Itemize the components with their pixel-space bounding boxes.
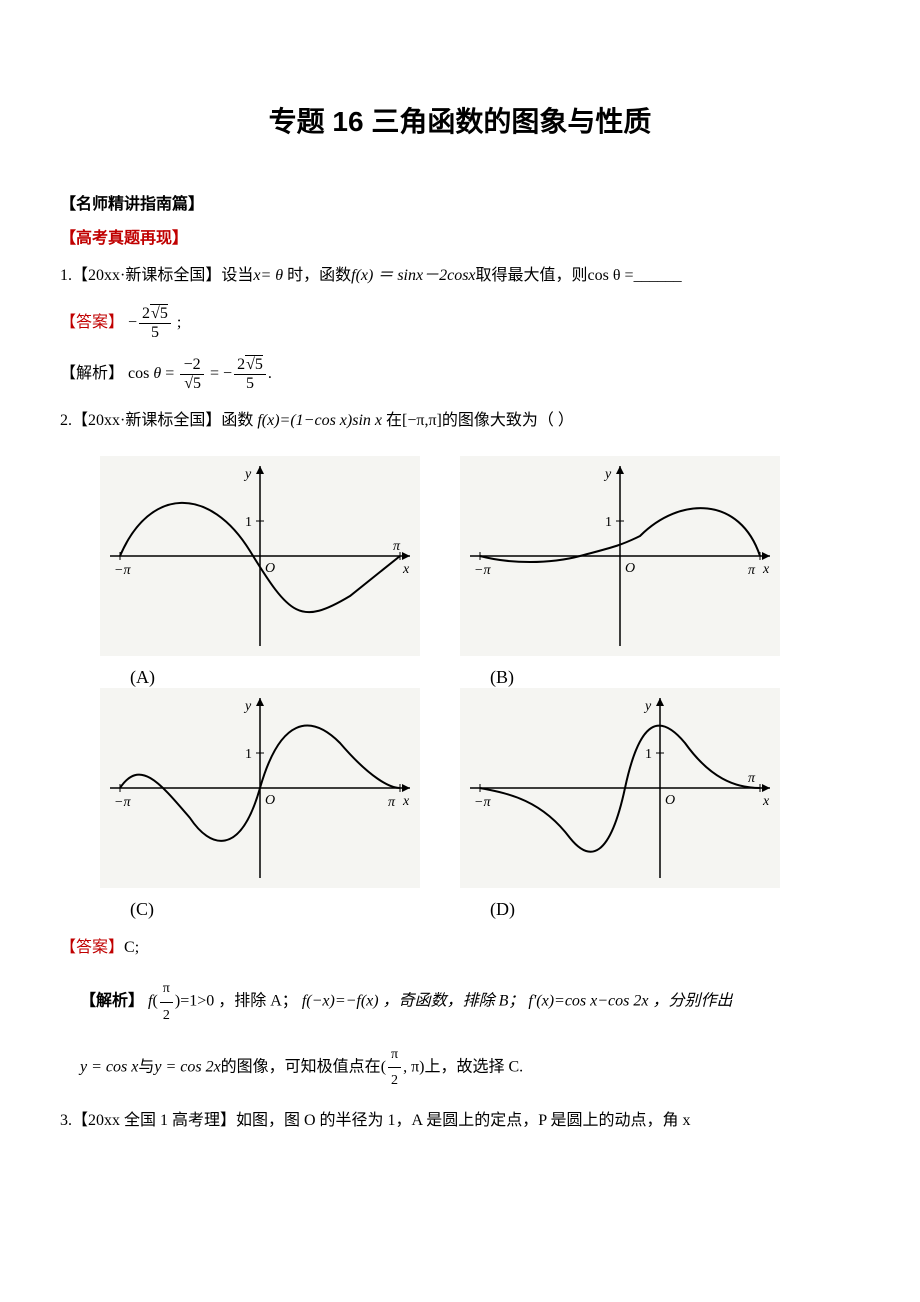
q1-prompt: 1.【20xx·新课标全国】设当x= θ 时，函数f(x) ＝ sinx－2co…: [60, 262, 860, 291]
svg-text:O: O: [265, 561, 275, 576]
q1-semi: ;: [177, 314, 181, 331]
chart-A-label: (A): [130, 667, 420, 688]
q2-ex1: =1>0 ，排除 A；: [180, 993, 298, 1010]
q1-mid1: 时，函数: [283, 267, 351, 284]
q1-blank: ______: [634, 267, 682, 284]
svg-text:y: y: [243, 467, 252, 482]
graph-C: −π π x y O 1: [100, 688, 420, 888]
q2-mid: 在: [386, 412, 402, 429]
q2-ex4a: y = cos x: [80, 1058, 138, 1075]
chart-D-label: (D): [490, 899, 780, 920]
q1-explain: 【解析】 cos θ = −2√5 = −2√55.: [60, 356, 860, 393]
q2-prefix: 2.【20xx·新课标全国】函数: [60, 412, 253, 429]
teacher-guide-header: 【名师精讲指南篇】: [60, 190, 860, 214]
svg-text:−π: −π: [474, 795, 491, 810]
q1-explain-suffix: .: [268, 365, 272, 382]
svg-text:1: 1: [645, 747, 652, 762]
svg-text:y: y: [643, 699, 652, 714]
graph-B: −π π x y O 1: [460, 456, 780, 656]
q2-answer: 【答案】C;: [60, 934, 860, 963]
q1-explain-label: 【解析】: [60, 365, 124, 382]
svg-text:−π: −π: [114, 795, 131, 810]
svg-text:−π: −π: [114, 563, 131, 578]
q2-ex4b: 与: [138, 1058, 154, 1075]
svg-text:x: x: [402, 794, 410, 809]
q2-ex4d: 的图像，可知极值点在: [221, 1058, 381, 1075]
q1-answer-label: 【答案】: [60, 314, 124, 331]
svg-text:y: y: [243, 699, 252, 714]
q2-prompt: 2.【20xx·新课标全国】函数 f(x)=(1−cos x)sin x 在[−…: [60, 407, 860, 436]
q2-suffix: 的图像大致为（ ）: [442, 412, 574, 429]
q2-answer-label: 【答案】: [60, 939, 124, 956]
charts: −π π x y O 1 (A) −π π x y: [100, 456, 860, 920]
q1-mid2: 取得最大值，则cos θ =: [476, 267, 634, 284]
chart-D: −π π x y O 1 (D): [460, 688, 780, 920]
svg-text:O: O: [265, 793, 275, 808]
svg-text:−π: −π: [474, 563, 491, 578]
svg-text:1: 1: [245, 747, 252, 762]
graph-A: −π π x y O 1: [100, 456, 420, 656]
q3-prompt: 3.【20xx 全国 1 高考理】如图，图 O 的半径为 1，A 是圆上的定点，…: [60, 1107, 860, 1136]
exam-questions-header: 【高考真题再现】: [60, 224, 860, 248]
svg-text:π: π: [393, 539, 401, 554]
q2-explain-label: 【解析】: [80, 993, 144, 1010]
chart-C: −π π x y O 1 (C): [100, 688, 420, 920]
chart-B: −π π x y O 1 (B): [460, 456, 780, 688]
q2-answer-value: C;: [124, 939, 139, 956]
svg-text:x: x: [762, 562, 770, 577]
q2-ex3: f'(x)=cos x−cos 2x ，分别作出: [528, 993, 732, 1010]
page-title: 专题 16 三角函数的图象与性质: [60, 100, 860, 140]
svg-text:π: π: [748, 563, 756, 578]
chart-C-label: (C): [130, 899, 420, 920]
q1-text: 1.【20xx·新课标全国】设当: [60, 267, 253, 284]
q2-func: f(x)=(1−cos x)sin x: [253, 412, 386, 429]
q2-explain-line2: y = cos x与y = cos 2x的图像，可知极值点在(π2, π)上，故…: [80, 1042, 860, 1093]
q2-ex2: f(−x)=−f(x) ，奇函数，排除 B；: [302, 993, 525, 1010]
svg-text:O: O: [625, 561, 635, 576]
svg-text:x: x: [402, 562, 410, 577]
svg-text:x: x: [762, 794, 770, 809]
svg-text:π: π: [748, 771, 756, 786]
graph-D: −π π x y O 1: [460, 688, 780, 888]
svg-text:O: O: [665, 793, 675, 808]
q1-answer: 【答案】 −2√55 ;: [60, 305, 860, 342]
svg-text:1: 1: [605, 515, 612, 530]
q2-explain: 【解析】 f(π2)=1>0 ，排除 A； f(−x)=−f(x) ，奇函数，排…: [80, 976, 860, 1027]
svg-text:π: π: [388, 795, 396, 810]
svg-text:1: 1: [245, 515, 252, 530]
q2-interval: [−π,π]: [402, 412, 442, 429]
q2-ex4c: y = cos 2x: [154, 1058, 220, 1075]
chart-B-label: (B): [490, 667, 780, 688]
q1-func: f(x) ＝ sinx－2cosx: [351, 267, 475, 284]
q2-ex5: 上，故选择 C.: [425, 1058, 524, 1075]
svg-text:y: y: [603, 467, 612, 482]
chart-A: −π π x y O 1 (A): [100, 456, 420, 688]
